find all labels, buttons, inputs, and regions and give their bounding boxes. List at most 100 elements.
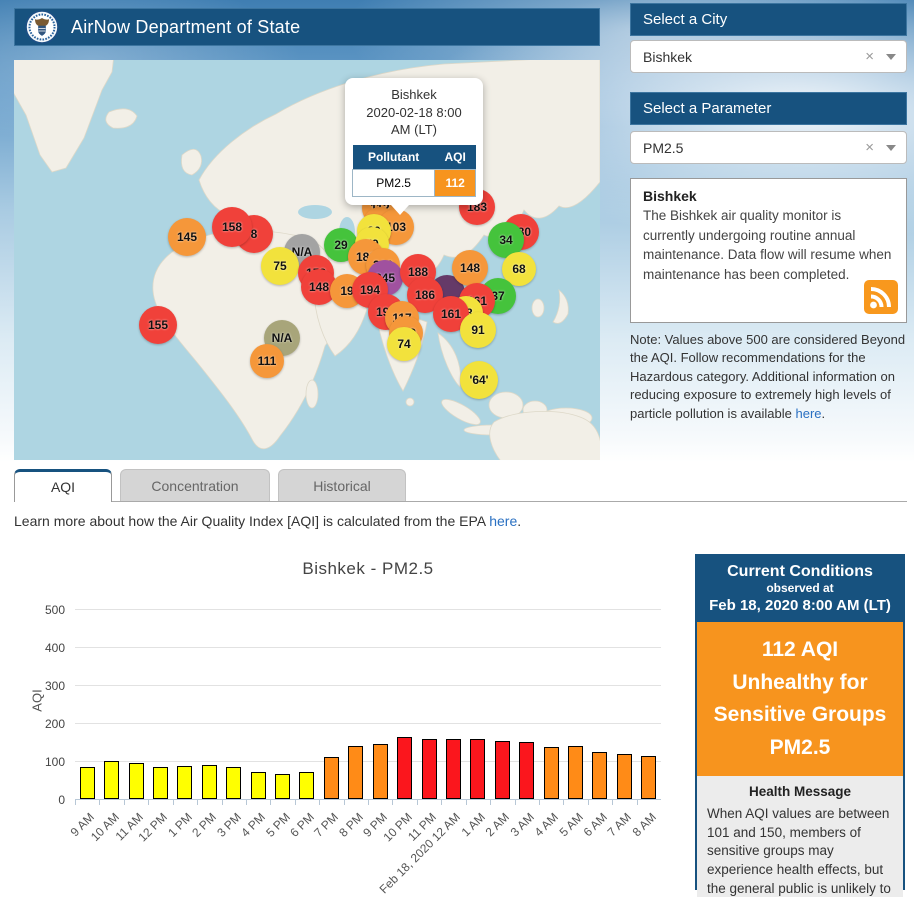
chart-bar[interactable] [348,745,364,799]
select-parameter-header: Select a Parameter [630,92,907,125]
x-axis-tick [172,800,174,805]
x-axis-tick [294,800,296,805]
note-text: Note: Values above 500 are considered Be… [630,332,906,421]
tab-aqi[interactable]: AQI [14,469,112,502]
map-marker[interactable]: 111 [250,344,284,378]
x-axis-tick [343,800,345,805]
x-axis-tick [245,800,247,805]
map-marker[interactable]: 74 [387,327,421,361]
chart-bar[interactable] [104,761,120,799]
chart-gridline [75,647,661,648]
x-axis-tick [612,800,614,805]
x-axis-tick [148,800,150,805]
map-marker[interactable]: 145 [168,218,206,256]
chart-x-axis [75,799,661,800]
chart-bar[interactable] [250,771,266,799]
health-message-body: When AQI values are between 101 and 150,… [707,806,891,896]
chart-gridline [75,685,661,686]
chart-bar[interactable] [616,754,632,799]
map-marker[interactable]: 158 [212,207,252,247]
tab-divider [14,501,907,502]
y-axis-tick-label: 200 [44,717,65,731]
city-info-box: Bishkek The Bishkek air quality monitor … [630,178,907,323]
parameter-select[interactable]: PM2.5 × [630,131,907,164]
chart-bar[interactable] [128,762,144,799]
tab-concentration[interactable]: Concentration [120,469,270,501]
cc-health-section: Health Message When AQI values are betwe… [697,776,903,897]
map-marker[interactable]: 91 [460,312,496,348]
y-axis-tick-label: 0 [58,793,65,807]
city-caret-down-icon[interactable] [886,53,896,60]
chart-bar[interactable] [445,738,461,799]
chart-bar[interactable] [323,757,339,799]
y-axis-tick-label: 300 [44,679,65,693]
y-axis-tick-label: 400 [44,641,65,655]
popup-col-pollutant: Pollutant [352,144,435,170]
chart-bar[interactable] [152,767,168,799]
note-here-link[interactable]: here [795,405,822,421]
chart-gridline [75,609,661,610]
world-map[interactable]: 8158145N/A7515314819155N/A11129112111038… [14,60,600,460]
learn-more-line: Learn more about how the Air Quality Ind… [14,513,521,529]
x-axis-tick [636,800,638,805]
cc-aqi-summary: 112 AQI Unhealthy for Sensitive Groups P… [697,622,903,777]
chart-bar[interactable] [201,764,217,799]
info-box-title: Bishkek [643,188,697,204]
y-axis-tick-label: 500 [44,603,65,617]
chart-bar[interactable] [177,765,193,799]
x-axis-tick [368,800,369,805]
x-axis-tick [123,800,125,805]
note-suffix: . [821,405,826,421]
x-axis-tick [441,800,443,805]
map-marker[interactable]: 75 [261,247,299,285]
chart-bar[interactable] [568,745,584,799]
map-marker[interactable]: 155 [139,306,177,344]
chart-bar[interactable] [79,766,95,799]
map-marker[interactable]: '64' [460,361,498,399]
x-axis-tick [490,800,492,805]
chart-bar[interactable] [397,737,413,799]
x-axis-tick [514,800,516,805]
chart-bar[interactable] [275,773,291,799]
x-axis-tick [221,800,223,805]
city-clear-icon[interactable]: × [865,48,874,65]
chart-bar[interactable] [641,756,657,799]
parameter-select-value: PM2.5 [643,139,684,156]
chart-bar[interactable] [470,738,486,799]
x-axis-tick [319,800,321,805]
city-select[interactable]: Bishkek × [630,40,907,73]
popup-aqi-value: 112 [434,168,476,197]
x-axis-tick [75,800,76,805]
x-axis-tick [197,800,199,805]
tab-historical[interactable]: Historical [278,469,406,501]
map-marker[interactable]: 68 [502,252,536,286]
parameter-clear-icon[interactable]: × [865,139,874,156]
x-axis-tick [465,800,467,805]
chart-bar[interactable] [226,767,242,799]
learn-more-suffix: . [517,513,522,529]
y-axis-tick-label: 100 [44,755,65,769]
map-marker[interactable]: 148 [452,250,488,286]
rss-icon[interactable] [864,280,898,314]
beyond-aqi-note: Note: Values above 500 are considered Be… [630,331,911,423]
page-title: AirNow Department of State [71,16,301,37]
select-city-header: Select a City [630,3,907,36]
current-conditions-header: Current Conditions observed at Feb 18, 2… [697,556,903,622]
popup-col-aqi: AQI [434,144,476,170]
chart-bar[interactable] [519,741,535,799]
x-axis-tick [416,800,418,805]
cc-observed-at: observed at [766,581,834,595]
learn-more-here-link[interactable]: here [489,513,518,529]
chart-bar[interactable] [543,746,559,799]
chart-bar[interactable] [494,740,510,799]
popup-table: Pollutant AQI PM2.5 112 [351,144,476,197]
chart-bar[interactable] [372,743,388,799]
chart-bar[interactable] [299,772,315,799]
x-axis-tick [587,800,589,805]
chart-bar[interactable] [592,751,608,799]
x-axis-tick [538,800,540,805]
x-axis-tick [392,800,394,805]
chart-bar[interactable] [421,738,437,799]
parameter-caret-down-icon[interactable] [886,144,896,151]
current-conditions-panel: Current Conditions observed at Feb 18, 2… [695,554,905,897]
